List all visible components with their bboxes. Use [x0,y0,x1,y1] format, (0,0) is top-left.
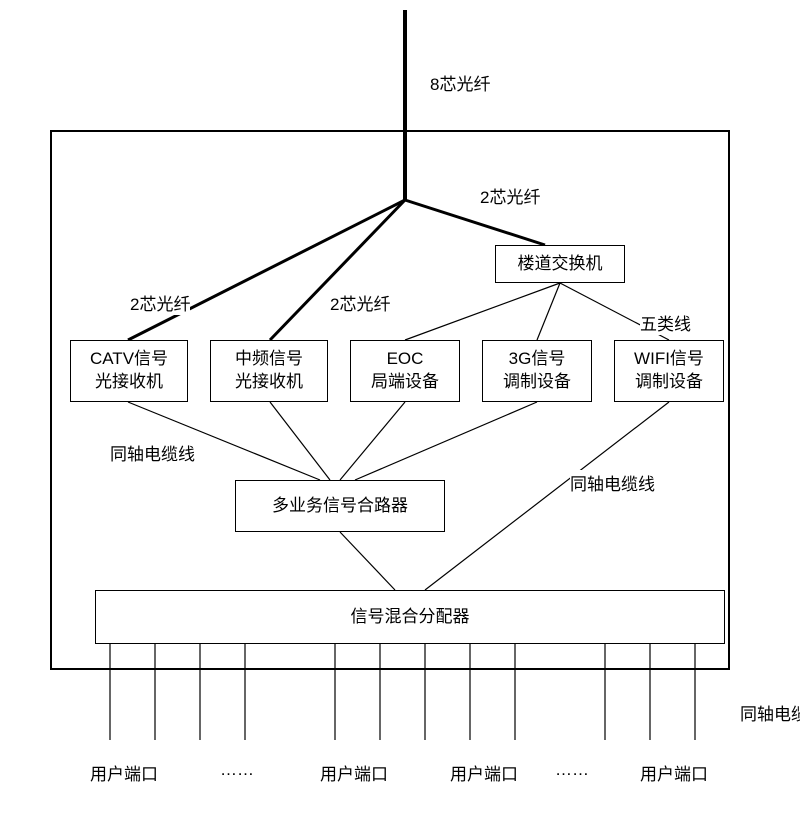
box-3g-modulator: 3G信号 调制设备 [482,340,592,402]
label-2core-fiber-c: 2芯光纤 [480,183,540,208]
box-label: 中频信号 光接收机 [235,348,303,394]
label-2core-fiber-b: 2芯光纤 [330,290,390,315]
box-signal-combiner: 多业务信号合路器 [235,480,445,532]
label-cat5: 五类线 [640,310,691,335]
box-label: CATV信号 光接收机 [90,348,168,394]
box-wifi-modulator: WIFI信号 调制设备 [614,340,724,402]
label-coax-bottom: 同轴电缆线 [740,700,800,725]
label-coax-left: 同轴电缆线 [110,440,195,465]
box-label: 楼道交换机 [518,253,603,276]
box-catv-receiver: CATV信号 光接收机 [70,340,188,402]
label-8core-fiber: 8芯光纤 [430,70,490,95]
user-port-label: 用户端口 [320,760,388,785]
box-label: EOC 局端设备 [371,348,439,394]
user-port-label: 用户端口 [450,760,518,785]
box-label: 多业务信号合路器 [272,495,408,518]
user-port-label: 用户端口 [90,760,158,785]
box-label: 信号混合分配器 [351,606,470,629]
user-port-label: 用户端口 [640,760,708,785]
label-coax-right: 同轴电缆线 [570,470,655,495]
label-2core-fiber-a: 2芯光纤 [130,290,190,315]
box-signal-splitter: 信号混合分配器 [95,590,725,644]
box-if-receiver: 中频信号 光接收机 [210,340,328,402]
box-label: 3G信号 调制设备 [503,348,571,394]
diagram-canvas: 楼道交换机 CATV信号 光接收机 中频信号 光接收机 EOC 局端设备 3G信… [0,0,800,815]
box-corridor-switch: 楼道交换机 [495,245,625,283]
box-label: WIFI信号 调制设备 [634,348,704,394]
ellipsis-label: …… [555,760,589,780]
box-eoc-device: EOC 局端设备 [350,340,460,402]
ellipsis-label: …… [220,760,254,780]
